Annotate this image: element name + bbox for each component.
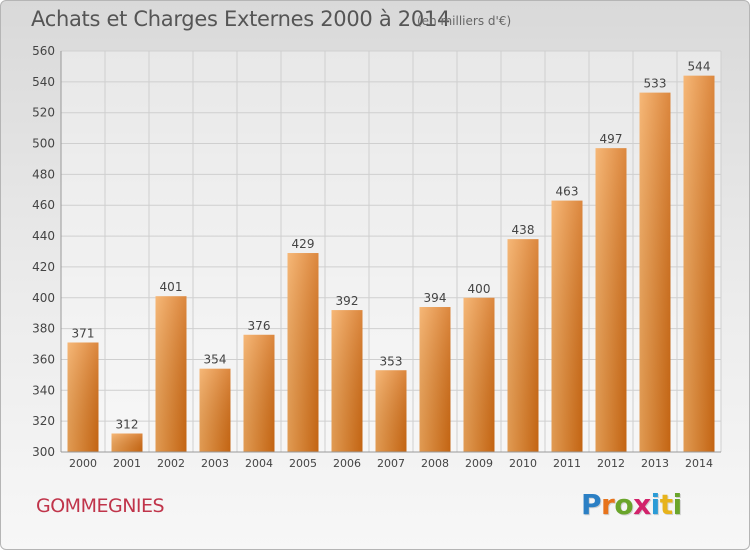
x-tick-label: 2006: [333, 457, 361, 470]
y-tick-label: 400: [32, 291, 55, 305]
x-tick-label: 2004: [245, 457, 273, 470]
bar-shade: [507, 239, 539, 452]
bar-shade: [243, 334, 275, 452]
proxiti-logo: Proxiti: [581, 488, 682, 521]
bar-shade: [419, 307, 451, 452]
x-tick-label: 2000: [69, 457, 97, 470]
x-tick-label: 2005: [289, 457, 317, 470]
bar-value-label: 392: [336, 294, 359, 308]
bar-shade: [111, 433, 143, 452]
y-tick-label: 320: [32, 414, 55, 428]
chart-title: Achats et Charges Externes 2000 à 2014: [31, 7, 451, 31]
bar-shade: [331, 310, 363, 452]
y-tick-label: 420: [32, 260, 55, 274]
bar-shade: [199, 368, 231, 452]
bar-shade: [683, 75, 715, 452]
x-tick-label: 2014: [685, 457, 713, 470]
x-tick-label: 2012: [597, 457, 625, 470]
bar-value-label: 353: [380, 354, 403, 368]
y-tick-label: 440: [32, 229, 55, 243]
bar-shade: [155, 296, 187, 452]
x-tick-label: 2008: [421, 457, 449, 470]
y-tick-label: 520: [32, 106, 55, 120]
y-tick-label: 500: [32, 137, 55, 151]
y-tick-label: 540: [32, 75, 55, 89]
bar-shade: [287, 253, 319, 452]
bar-value-label: 429: [292, 237, 315, 251]
x-tick-label: 2003: [201, 457, 229, 470]
bar-shade: [595, 148, 627, 452]
x-tick-label: 2007: [377, 457, 405, 470]
bar-shade: [639, 92, 671, 453]
x-tick-label: 2009: [465, 457, 493, 470]
bar-value-label: 533: [644, 77, 667, 91]
logo-letter: i: [650, 488, 661, 521]
logo-letter: i: [672, 488, 683, 521]
bar-shade: [67, 342, 99, 452]
bars: [67, 75, 715, 453]
chart-subtitle: (en milliers d'€): [417, 14, 512, 28]
bar-shade: [375, 370, 407, 452]
bar-value-label: 376: [248, 319, 271, 333]
bar-value-label: 312: [116, 417, 139, 431]
location-name: GOMMEGNIES: [36, 495, 165, 517]
y-tick-label: 360: [32, 352, 55, 366]
x-tick-label: 2011: [553, 457, 581, 470]
bar-shade: [463, 297, 495, 452]
axes: 300 320 340 360 380 400 420 440 460 480 500 520 540 5…: [32, 44, 721, 470]
logo-letter: o: [614, 488, 634, 521]
y-tick-label: 380: [32, 322, 55, 336]
y-tick-label: 460: [32, 198, 55, 212]
bar-value-label: 371: [72, 326, 95, 340]
bar-value-label: 354: [204, 353, 227, 367]
value-labels: 371 312 401 354 376 429 392 353 394 400 438 463 497 5…: [72, 60, 711, 432]
x-tick-label: 2010: [509, 457, 537, 470]
bar-value-label: 463: [556, 185, 579, 199]
bar-value-label: 394: [424, 291, 447, 305]
x-tick-label: 2001: [113, 457, 141, 470]
logo-letter: t: [659, 488, 673, 521]
y-tick-label: 300: [32, 445, 55, 459]
x-tick-label: 2002: [157, 457, 185, 470]
y-tick-label: 560: [32, 44, 55, 58]
bar-value-label: 438: [512, 223, 535, 237]
y-tick-label: 480: [32, 167, 55, 181]
logo-letter: x: [633, 488, 651, 521]
bar-value-label: 497: [600, 132, 623, 146]
bar-value-label: 544: [688, 60, 711, 74]
bar-value-label: 400: [468, 282, 491, 296]
logo-letter: r: [601, 488, 615, 521]
bar-value-label: 401: [160, 280, 183, 294]
x-tick-label: 2013: [641, 457, 669, 470]
logo-letter: P: [581, 488, 602, 521]
bar-shade: [551, 200, 583, 452]
y-tick-label: 340: [32, 383, 55, 397]
